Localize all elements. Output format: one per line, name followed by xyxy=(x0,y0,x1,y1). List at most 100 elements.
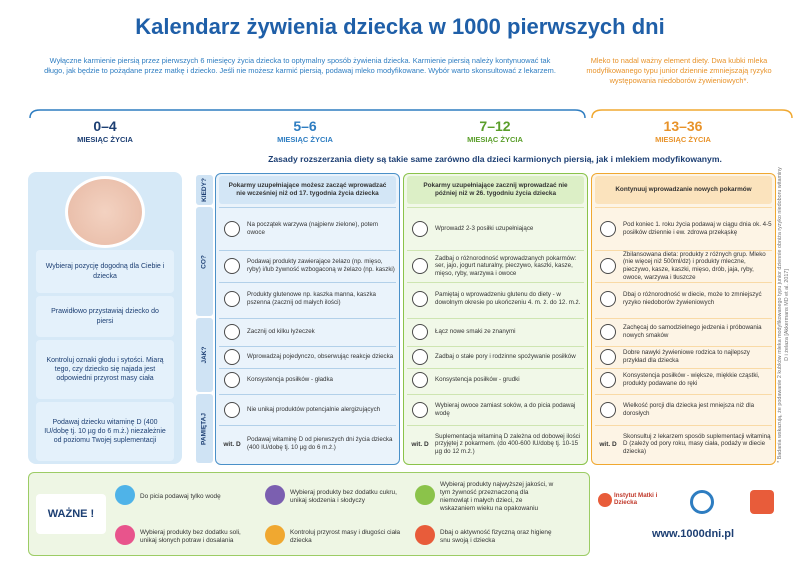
icon xyxy=(600,372,616,388)
when: Pokarmy uzupełniające możesz zacząć wpro… xyxy=(219,176,396,204)
intro: Wyłączne karmienie piersią przez pierwsz… xyxy=(44,56,556,75)
stage-range: 0–4 xyxy=(93,118,117,134)
cell-sep xyxy=(595,250,772,251)
item: Nie unikaj produktów potencjalnie alergi… xyxy=(247,405,381,413)
row-label-bg xyxy=(196,318,213,392)
vitamin-label: wit. D xyxy=(411,440,429,448)
item: Zacznij od kilku łyżeczek xyxy=(247,328,315,336)
important-tip: Wybieraj produkty najwyższej jakości, w … xyxy=(440,481,554,512)
icon xyxy=(412,220,428,237)
note: Mleko to nadal ważny element diety. Dwa … xyxy=(586,56,772,85)
item: Konsystencja posiłków - większe, miękkie… xyxy=(623,372,760,387)
cell-sep xyxy=(219,394,396,395)
cell-sep xyxy=(595,425,772,426)
cell-sep xyxy=(595,207,772,208)
column xyxy=(215,173,400,465)
row-label: CO? xyxy=(200,254,208,269)
column xyxy=(591,173,776,465)
cell-sep xyxy=(595,282,772,283)
stage-label: MIESIĄC ŻYCIA xyxy=(277,135,333,144)
important-tip: Kontroluj przyrost masy i długości ciała… xyxy=(290,529,401,544)
important-tip: Wybieraj produkty bez dodatku soli, unik… xyxy=(140,529,241,544)
icon xyxy=(600,324,616,340)
cell-sep xyxy=(407,318,584,319)
when: Pokarmy uzupełniające zacznij wprowadzać… xyxy=(407,176,584,204)
tip-icon xyxy=(265,485,285,505)
item: Zbilansowana dieta: produkty z różnych g… xyxy=(623,250,766,281)
row-label: JAK? xyxy=(200,346,208,364)
item: Produkty glutenowe np. kaszka manna, kas… xyxy=(247,291,376,306)
item: Łącz nowe smaki ze znanymi xyxy=(435,328,516,336)
row-label-bg xyxy=(196,394,213,463)
stage-label: MIESIĄC ŻYCIA xyxy=(77,135,133,144)
item: Zadbaj o stałe pory i rodzinne spożywani… xyxy=(435,353,576,361)
item: Wielkość porcji dla dziecka jest mniejsz… xyxy=(623,401,755,417)
cell-sep xyxy=(219,207,396,208)
item: Wybieraj owoce zamiast soków, a do picia… xyxy=(435,401,576,417)
cell-sep xyxy=(595,346,772,347)
item: Wprowadzaj pojedynczo, obserwując reakcj… xyxy=(247,353,394,361)
important-tip: Dbaj o aktywność fizyczną oraz higienę s… xyxy=(440,529,552,544)
subtitle: Zasady rozszerzania diety są takie same … xyxy=(268,154,722,164)
vitamin-label: wit. D xyxy=(223,440,241,448)
item: Dobre nawyki żywieniowe rodzica to najle… xyxy=(623,349,750,364)
side-note: * Badania wskazują, że podawanie 2 kubkó… xyxy=(777,167,791,463)
tip-icon xyxy=(415,525,435,545)
icon xyxy=(412,349,428,365)
item: Zadbaj o różnorodność wprowadzanych poka… xyxy=(435,254,577,277)
tip: Prawidłowo przystawiaj dziecko do piersi xyxy=(36,296,174,337)
tip-icon xyxy=(265,525,285,545)
cell-sep xyxy=(407,394,584,395)
important-tip: Do picia podawaj tylko wodę xyxy=(140,493,221,500)
logo-2 xyxy=(690,490,714,514)
item: Konsystencja posiłków - grudki xyxy=(435,376,520,384)
cell-sep xyxy=(595,394,772,395)
icon xyxy=(224,220,240,237)
cell-sep xyxy=(407,207,584,208)
row-label: PAMIĘTAJ xyxy=(200,412,208,445)
icon xyxy=(600,220,616,237)
cell-sep xyxy=(219,318,396,319)
cell-sep xyxy=(407,425,584,426)
icon xyxy=(412,401,428,418)
cell-sep xyxy=(407,368,584,369)
cell-sep xyxy=(219,250,396,251)
cell-sep xyxy=(407,346,584,347)
stage-label: MIESIĄC ŻYCIA xyxy=(655,135,711,144)
icon xyxy=(224,324,240,340)
icon xyxy=(600,401,616,418)
column xyxy=(403,173,588,465)
item: Pod koniec 1. roku życia podawaj w ciągu… xyxy=(623,220,772,236)
cell-sep xyxy=(407,282,584,283)
item: Suplementacja witaminą D zależna od dobo… xyxy=(435,432,581,455)
vitamin-label: wit. D xyxy=(599,440,617,448)
cell-sep xyxy=(219,346,396,347)
item: Na początek warzywa (najpierw zielone), … xyxy=(247,220,379,236)
item: Podawaj produkty zawierające żelazo (np.… xyxy=(247,258,395,273)
bracket xyxy=(29,109,586,119)
icon xyxy=(224,372,240,388)
logo-mark xyxy=(598,493,612,507)
when: Kontynuuj wprowadzanie nowych pokarmów xyxy=(595,176,772,204)
stage-range: 13–36 xyxy=(663,118,703,134)
item: Podawaj witaminę D od pierwszych dni życ… xyxy=(247,436,393,451)
icon xyxy=(224,401,240,418)
url: www.1000dni.pl xyxy=(651,528,735,540)
cell-sep xyxy=(219,282,396,283)
title: Kalendarz żywienia dziecka w 1000 pierws… xyxy=(135,14,665,39)
icon xyxy=(600,291,616,307)
photo xyxy=(65,176,145,248)
icon xyxy=(600,349,616,365)
important-tip: Wybieraj produkty bez dodatku cukru, uni… xyxy=(290,489,397,504)
logo-3 xyxy=(750,490,774,514)
row-label: KIEDY? xyxy=(200,178,208,202)
item: Zachęcaj do samodzielnego jedzenia i pró… xyxy=(623,324,762,339)
tip: Podawaj dziecku witaminę D (400 IU/dobę … xyxy=(36,402,174,461)
cell-sep xyxy=(219,368,396,369)
item: Wprowadź 2-3 posiłki uzupełniające xyxy=(435,224,534,232)
important-label: WAŻNE ! xyxy=(36,494,106,534)
cell-sep xyxy=(219,425,396,426)
stage-label: MIESIĄC ŻYCIA xyxy=(467,135,523,144)
